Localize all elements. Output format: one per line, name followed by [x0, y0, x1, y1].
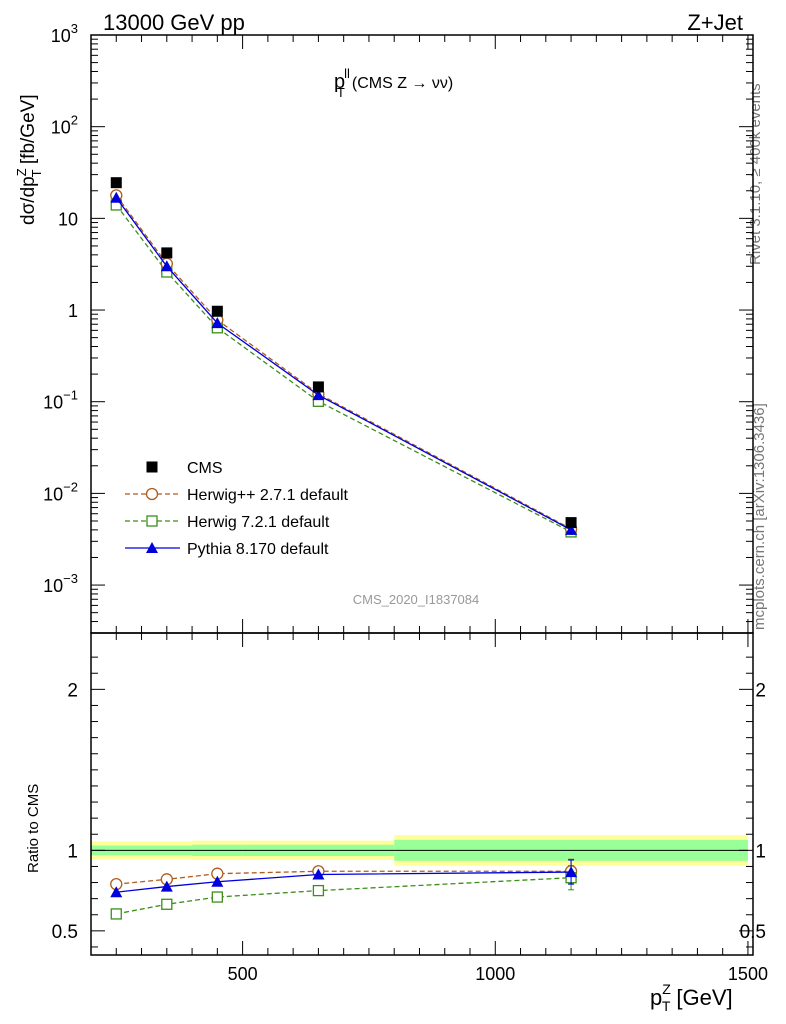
ratio-line [116, 877, 572, 915]
x-tick-label: 1000 [475, 964, 515, 984]
ratio-line [116, 871, 572, 893]
main-point [211, 305, 223, 317]
ratio-plot-frame [90, 632, 754, 956]
ratio-point [160, 880, 173, 892]
y-tick-label: 10−3 [43, 571, 78, 596]
legend-label: CMS [187, 460, 223, 477]
energy-label: 13000 GeV pp [103, 10, 245, 35]
ratio-y-tick-label-right: 1 [755, 841, 766, 862]
mcplots-label: mcplots.cern.ch [arXiv:1306.3436] [751, 403, 768, 630]
x-tick-label: 500 [228, 964, 258, 984]
legend-marker [145, 487, 159, 501]
ratio-point [211, 875, 224, 887]
main-point [565, 523, 578, 535]
ratio-y-tick-label: 1 [67, 841, 78, 862]
ratio-point [110, 886, 123, 898]
main-series-pythia-8-170-default [110, 191, 578, 535]
ratio-y-tick-label-right: 2 [755, 680, 766, 701]
legend-marker [146, 542, 158, 553]
ratio-point [211, 891, 223, 903]
main-series-herwig-2-7-1-default [110, 189, 578, 536]
legend-entry-3: Pythia 8.170 default [125, 541, 329, 558]
ratio-point [565, 866, 578, 878]
legend-entry-0: CMS [146, 460, 223, 477]
analysis-watermark: CMS_2020_I1837084 [353, 592, 480, 607]
main-line [115, 195, 572, 530]
main-line [115, 204, 572, 533]
y-tick-label: 10 [58, 209, 78, 229]
main-point [110, 177, 122, 189]
ratio-point [110, 908, 122, 920]
main-point [312, 381, 324, 393]
legend: CMS Herwig++ 2.7.1 default Herwig 7.2.1 de… [125, 460, 349, 558]
main-point [161, 247, 173, 259]
ratio-series-pythia-8-170-default [110, 859, 578, 898]
y-tick-label: 1 [68, 301, 78, 321]
plot-title: pll T(CMS Z → νν) [334, 66, 453, 100]
ratio-y-tick-label: 2 [67, 680, 78, 701]
x-tick-label: 1500 [728, 964, 768, 984]
main-y-axis-label: dσ/dpZT [fb/GeV] [14, 94, 44, 225]
ratio-y-tick-label-right: 0.5 [740, 922, 766, 943]
ratio-point [161, 898, 173, 910]
ratio-point [312, 868, 325, 880]
rivet-label: Rivet 3.1.10, ≥ 400k events [747, 83, 764, 265]
y-tick-label: 10−1 [43, 388, 78, 413]
main-line [115, 197, 572, 531]
x-axis-label: pZ T [GeV] [650, 981, 733, 1014]
main-series-cms [110, 177, 577, 529]
legend-label: Herwig 7.2.1 default [187, 514, 330, 531]
legend-entry-2: Herwig 7.2.1 default [125, 514, 330, 531]
legend-label: Pythia 8.170 default [187, 541, 329, 558]
y-tick-label: 102 [51, 113, 78, 138]
axis-ticks: 500 1000 1500 10−3 10−2 10−1 1 10 102 103 0.5 0.5 1 1… [43, 21, 768, 984]
main-point [565, 517, 577, 529]
legend-marker [146, 461, 158, 473]
ratio-y-tick-label: 0.5 [52, 922, 78, 943]
legend-marker [146, 515, 158, 527]
series-layer [110, 177, 578, 920]
ratio-y-axis-label: Ratio to CMS [25, 784, 42, 873]
ratio-line [116, 870, 572, 885]
main-point [160, 260, 173, 272]
main-point [312, 389, 325, 401]
plot-frames [90, 34, 754, 956]
legend-label: Herwig++ 2.7.1 default [187, 487, 349, 504]
ratio-point [312, 884, 325, 897]
main-point [110, 191, 123, 203]
y-tick-label: 103 [51, 21, 78, 46]
legend-entry-1: Herwig++ 2.7.1 default [125, 487, 349, 504]
y-tick-label: 10−2 [43, 479, 78, 504]
main-point [211, 317, 224, 329]
process-label: Z+Jet [687, 10, 743, 35]
